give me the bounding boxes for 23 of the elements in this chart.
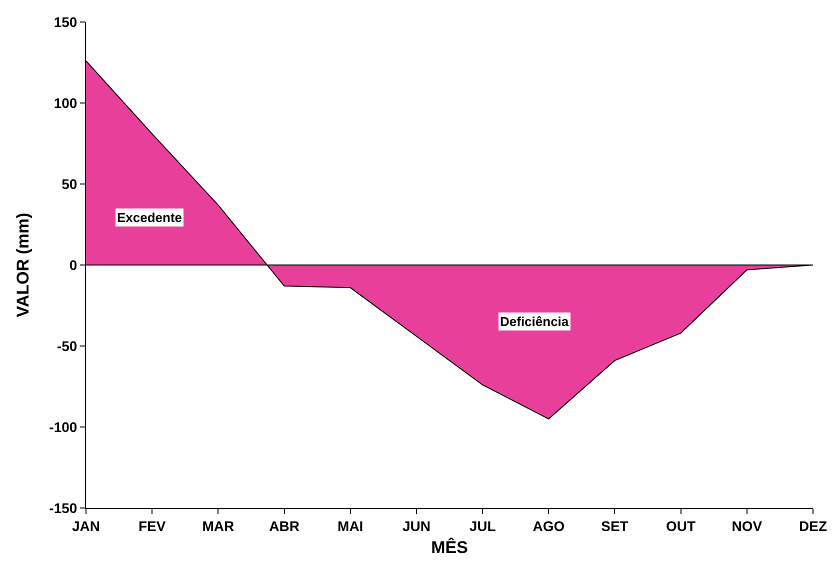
y-tick-label: 100 — [54, 94, 78, 111]
y-tick-label: -50 — [56, 338, 78, 354]
x-tick-label: MAI — [338, 518, 364, 534]
x-tick-label: OUT — [666, 518, 696, 534]
y-tick-label: 0 — [69, 256, 78, 273]
x-tick-label: SET — [601, 518, 629, 534]
x-tick-label: JAN — [72, 518, 100, 534]
x-tick-label: JUN — [402, 518, 430, 534]
x-tick-label: JUL — [469, 518, 496, 534]
x-tick-label: NOV — [732, 518, 763, 534]
y-tick-label: -150 — [49, 500, 78, 516]
annotation: Deficiência — [500, 314, 570, 329]
x-tick-label: AGO — [532, 518, 565, 534]
y-tick-label: 50 — [62, 176, 78, 192]
x-tick-label: DEZ — [799, 518, 828, 534]
y-tick-label: -100 — [49, 418, 78, 435]
y-tick-label: 150 — [54, 14, 78, 30]
x-tick-label: MAR — [202, 518, 234, 534]
annotation: Excedente — [117, 210, 182, 225]
x-tick-label: FEV — [138, 518, 166, 534]
x-tick-label: ABR — [269, 518, 300, 534]
x-axis-title: MÊS — [431, 537, 468, 558]
y-axis-title: VALOR (mm) — [14, 212, 33, 318]
